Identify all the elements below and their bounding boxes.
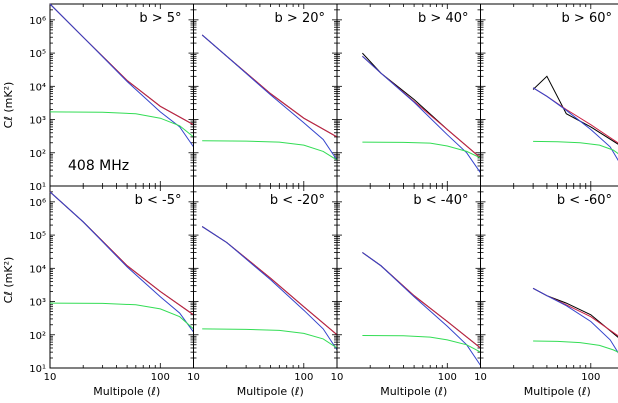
panel-label: b < -60° bbox=[557, 193, 612, 208]
y-tick-label: 10⁶ bbox=[29, 198, 46, 209]
x-tick-label: 10 bbox=[187, 372, 200, 383]
panel-frame bbox=[336, 185, 481, 369]
y-axis-label-bottom: Cℓ (mK²) bbox=[2, 257, 15, 304]
panel-label: b > 40° bbox=[418, 11, 468, 26]
series-green bbox=[202, 328, 338, 349]
panel-2: b > 20° bbox=[193, 3, 338, 187]
y-tick-label: 10⁵ bbox=[29, 49, 46, 60]
panel-3: b > 40° bbox=[336, 3, 481, 187]
series-green bbox=[533, 140, 618, 155]
series-blue-fit bbox=[201, 34, 338, 161]
series-green bbox=[362, 141, 481, 159]
y-tick-label: 10⁴ bbox=[29, 264, 46, 275]
series-blue-fit bbox=[201, 226, 338, 351]
series-blue-fit bbox=[532, 87, 618, 161]
series-green bbox=[49, 111, 194, 138]
series-blue-fit bbox=[49, 3, 194, 148]
series-blue-fit bbox=[532, 287, 618, 354]
y-tick-label: 10² bbox=[29, 149, 46, 160]
panels-group: b > 5° 10¹ 10² 10³ 10⁴ 10⁵ 10⁶ b > 20° b > 40° b … bbox=[29, 3, 618, 398]
x-tick-label: 10 bbox=[474, 372, 487, 383]
series-blue-fit bbox=[49, 191, 194, 333]
labels-group: Cℓ (mK²) Cℓ (mK²) 408 MHz bbox=[2, 82, 129, 304]
x-tick-label: 100 bbox=[294, 372, 313, 383]
panel-4: b > 60° bbox=[480, 3, 618, 187]
y-axis-label-top: Cℓ (mK²) bbox=[2, 82, 15, 129]
x-tick-label: 100 bbox=[581, 372, 600, 383]
panel-label: b > 60° bbox=[562, 11, 612, 26]
y-tick-label: 10⁴ bbox=[29, 82, 46, 93]
series-blue-fit bbox=[362, 252, 481, 366]
x-tick-label: 10 bbox=[44, 372, 57, 383]
panel-7: b < -40° 10 100 Multipole (ℓ) bbox=[331, 185, 481, 398]
x-axis-label: Multipole (ℓ) bbox=[93, 385, 160, 398]
panel-label: b > 5° bbox=[139, 11, 181, 26]
frequency-label: 408 MHz bbox=[68, 158, 129, 174]
panel-frame bbox=[193, 185, 338, 369]
panel-label: b < -5° bbox=[135, 193, 182, 208]
y-tick-label: 10² bbox=[29, 331, 46, 342]
series-red-fit bbox=[201, 226, 338, 336]
y-tick-label: 10⁶ bbox=[29, 16, 46, 27]
y-tick-label: 10¹ bbox=[29, 182, 46, 193]
panel-frame bbox=[480, 3, 618, 187]
series-red-fit bbox=[362, 252, 481, 349]
panel-frame bbox=[480, 185, 618, 369]
series-data bbox=[532, 287, 618, 338]
series-green bbox=[533, 340, 618, 353]
series-green bbox=[49, 302, 194, 330]
x-axis-label: Multipole (ℓ) bbox=[380, 385, 447, 398]
panel-1: b > 5° 10¹ 10² 10³ 10⁴ 10⁵ 10⁶ bbox=[29, 3, 194, 193]
series-red-fit bbox=[49, 191, 194, 316]
panel-frame bbox=[193, 3, 338, 187]
series-blue-fit bbox=[362, 55, 481, 174]
y-tick-label: 10³ bbox=[29, 116, 46, 127]
panel-label: b < -20° bbox=[270, 193, 325, 208]
panel-label: b < -40° bbox=[413, 193, 468, 208]
y-tick-label: 10⁵ bbox=[29, 231, 46, 242]
panel-6: b < -20° 10 100 Multipole (ℓ) bbox=[187, 185, 338, 398]
panel-label: b > 20° bbox=[275, 11, 325, 26]
panel-frame bbox=[49, 185, 194, 369]
series-data bbox=[201, 226, 338, 336]
x-tick-label: 100 bbox=[151, 372, 170, 383]
series-green bbox=[202, 140, 338, 161]
y-tick-label: 10¹ bbox=[29, 364, 46, 375]
series-green bbox=[362, 335, 481, 353]
series-data bbox=[201, 34, 338, 138]
panel-8: b < -60° 10 100 Multipole (ℓ) bbox=[474, 185, 618, 398]
panel-5: b < -5° 10¹ 10² 10³ 10⁴ 10⁵ 10⁶ 10 100 Multipole … bbox=[29, 185, 194, 398]
x-tick-label: 100 bbox=[438, 372, 457, 383]
series-data bbox=[532, 75, 618, 145]
x-tick-label: 10 bbox=[331, 372, 344, 383]
series-red-fit bbox=[201, 34, 338, 138]
x-axis-label: Multipole (ℓ) bbox=[524, 385, 591, 398]
x-axis-label: Multipole (ℓ) bbox=[237, 385, 304, 398]
series-red-fit bbox=[532, 287, 618, 337]
series-data bbox=[49, 191, 194, 316]
y-tick-label: 10³ bbox=[29, 298, 46, 309]
